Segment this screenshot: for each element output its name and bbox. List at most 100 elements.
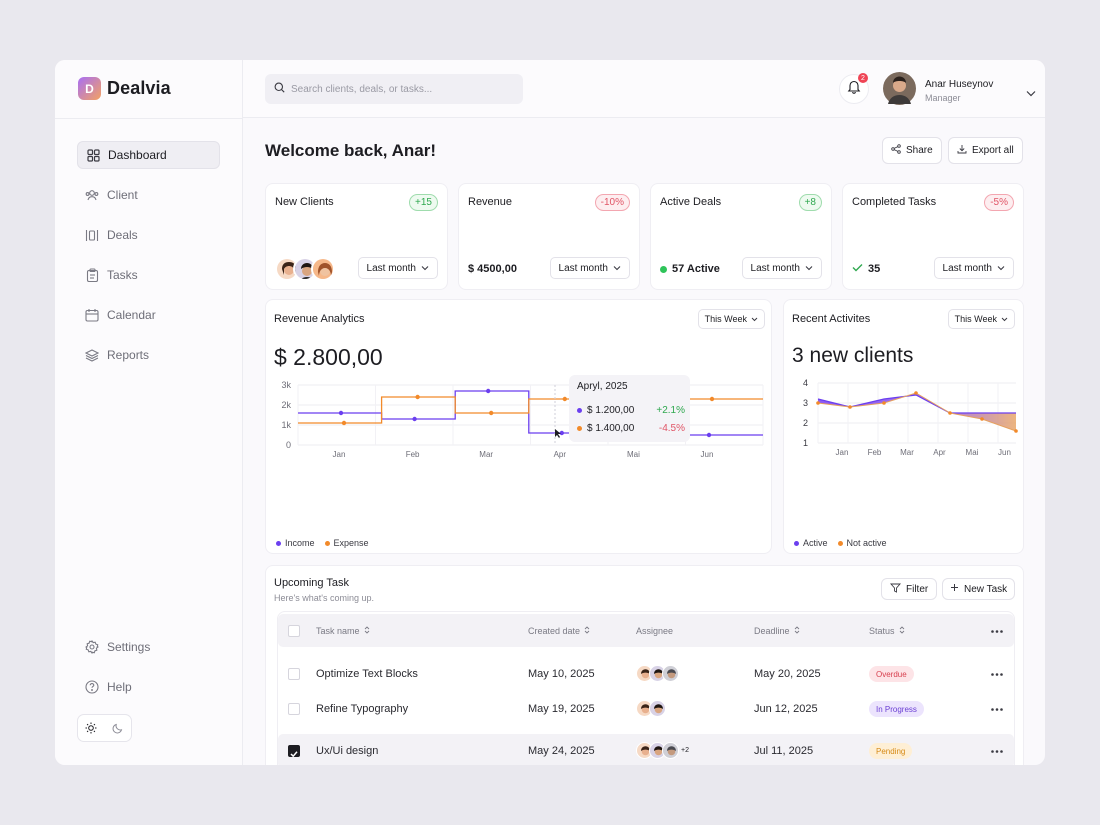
more-options-icon[interactable] xyxy=(990,624,1004,638)
x-tick-label: Apr xyxy=(554,450,567,459)
period-dropdown[interactable]: Last month xyxy=(741,257,822,279)
gear-icon xyxy=(85,640,99,654)
sidebar-item-label: Dashboard xyxy=(108,148,167,162)
avatar xyxy=(649,700,666,717)
sidebar-item-reports[interactable]: Reports xyxy=(77,341,220,369)
chevron-down-icon[interactable] xyxy=(1026,84,1036,102)
notifications-button[interactable]: 2 xyxy=(839,73,869,104)
row-checkbox[interactable] xyxy=(288,668,300,680)
recent-activities-panel: Recent Activites This Week 3 new clients… xyxy=(783,299,1024,554)
more-options-icon[interactable] xyxy=(990,667,1004,681)
sidebar-item-help[interactable]: Help xyxy=(77,673,220,701)
period-dropdown[interactable]: Last month xyxy=(357,257,438,279)
more-options-icon[interactable] xyxy=(990,744,1004,758)
x-tick-label: Mai xyxy=(966,448,979,457)
share-label: Share xyxy=(906,145,933,156)
task-name[interactable]: Ux/Ui design xyxy=(316,745,379,757)
chevron-down-icon xyxy=(421,263,429,274)
sun-icon[interactable] xyxy=(81,718,101,738)
inactive-data-point xyxy=(914,391,918,395)
column-assignee: Assignee xyxy=(636,626,673,636)
brand-logo: D xyxy=(78,77,101,100)
sidebar-nav: Dashboard Client Deals Tasks xyxy=(77,141,220,381)
select-all-checkbox[interactable] xyxy=(288,625,300,637)
period-dropdown[interactable]: Last month xyxy=(933,257,1014,279)
brand[interactable]: D Dealvia xyxy=(78,77,171,100)
sidebar-item-calendar[interactable]: Calendar xyxy=(77,301,220,329)
y-tick-label: 3k xyxy=(281,380,291,390)
calendar-icon xyxy=(85,308,99,322)
sort-icon xyxy=(364,626,370,636)
legend-label: Active xyxy=(803,538,828,548)
user-profile[interactable]: Anar Huseynov Manager xyxy=(883,72,993,110)
expense-data-point xyxy=(562,396,567,402)
chevron-down-icon xyxy=(1001,314,1008,324)
column-label: Task name xyxy=(316,626,360,636)
filter-button[interactable]: Filter xyxy=(881,578,938,600)
period-dropdown[interactable]: Last month xyxy=(549,257,630,279)
expense-dot-icon xyxy=(324,540,330,546)
x-tick-label: Mar xyxy=(479,450,493,459)
notification-badge: 2 xyxy=(858,73,868,83)
sidebar-item-client[interactable]: Client xyxy=(77,181,220,209)
inactive-data-point xyxy=(816,401,820,405)
column-status[interactable]: Status xyxy=(869,626,905,636)
task-name[interactable]: Refine Typography xyxy=(316,703,409,715)
tooltip-income: $ 1.200,00 xyxy=(587,405,635,416)
sidebar: D Dealvia Dashboard Client Deals xyxy=(55,60,243,765)
column-created-date[interactable]: Created date xyxy=(528,626,590,636)
table-row[interactable]: Ux/Ui design May 24, 2025 +2 Jul 11, 202… xyxy=(278,734,1014,765)
task-name[interactable]: Optimize Text Blocks xyxy=(316,668,418,680)
filter-icon xyxy=(890,583,901,596)
column-deadline[interactable]: Deadline xyxy=(754,626,800,636)
legend-income: Income xyxy=(276,538,315,548)
sidebar-item-label: Tasks xyxy=(107,268,138,282)
y-tick-label: 4 xyxy=(803,378,808,388)
column-task-name[interactable]: Task name xyxy=(316,626,370,636)
stat-title: Revenue xyxy=(468,196,513,208)
y-tick-label: 0 xyxy=(286,440,291,450)
export-button[interactable]: Export all xyxy=(948,137,1023,164)
new-task-button[interactable]: New Task xyxy=(942,578,1016,600)
revenue-total: $ 2.800,00 xyxy=(274,344,383,370)
export-label: Export all xyxy=(972,145,1014,156)
brand-name: Dealvia xyxy=(107,78,171,98)
stat-delta-badge: -5% xyxy=(984,194,1014,211)
chart-legend: Income Expense xyxy=(276,538,369,548)
deadline-date: Jul 11, 2025 xyxy=(754,745,814,757)
sidebar-item-dashboard[interactable]: Dashboard xyxy=(77,141,220,169)
deadline-date: Jun 12, 2025 xyxy=(754,703,818,715)
x-tick-label: Jan xyxy=(836,448,849,457)
tooltip-expense-row: $ 1.400,00 -4.5% xyxy=(577,423,685,434)
moon-icon[interactable] xyxy=(108,718,128,738)
expense-data-point xyxy=(341,420,347,426)
sidebar-bottom-nav: Settings Help xyxy=(77,633,220,713)
more-options-icon[interactable] xyxy=(990,702,1004,716)
theme-toggle[interactable] xyxy=(77,714,132,742)
expense-data-point xyxy=(489,410,494,416)
table-row[interactable]: Optimize Text Blocks May 10, 2025 May 20… xyxy=(278,657,1014,691)
sidebar-item-label: Reports xyxy=(107,348,150,362)
row-checkbox[interactable] xyxy=(288,703,300,715)
avatar xyxy=(662,742,679,759)
period-dropdown[interactable]: This Week xyxy=(697,309,765,329)
dropdown-label: This Week xyxy=(954,314,997,324)
tooltip-income-delta: +2.1% xyxy=(656,405,685,416)
sidebar-item-settings[interactable]: Settings xyxy=(77,633,220,661)
stat-card-new-clients: New Clients +15 Last month xyxy=(265,183,448,290)
search-input[interactable] xyxy=(291,83,511,95)
avatar xyxy=(649,665,666,682)
sidebar-item-tasks[interactable]: Tasks xyxy=(77,261,220,289)
avatar xyxy=(662,665,679,682)
table-row[interactable]: Refine Typography May 19, 2025 Jun 12, 2… xyxy=(278,692,1014,726)
search-box[interactable] xyxy=(265,74,523,104)
user-role: Manager xyxy=(925,93,961,103)
stat-card-revenue: Revenue -10% $ 4500,00 Last month xyxy=(458,183,640,290)
chevron-down-icon xyxy=(805,263,813,274)
share-button[interactable]: Share xyxy=(882,137,942,164)
row-checkbox[interactable] xyxy=(288,745,300,758)
inactive-data-point xyxy=(848,405,852,409)
sidebar-item-deals[interactable]: Deals xyxy=(77,221,220,249)
stat-value-text: 35 xyxy=(868,263,881,275)
period-dropdown[interactable]: This Week xyxy=(947,309,1015,329)
